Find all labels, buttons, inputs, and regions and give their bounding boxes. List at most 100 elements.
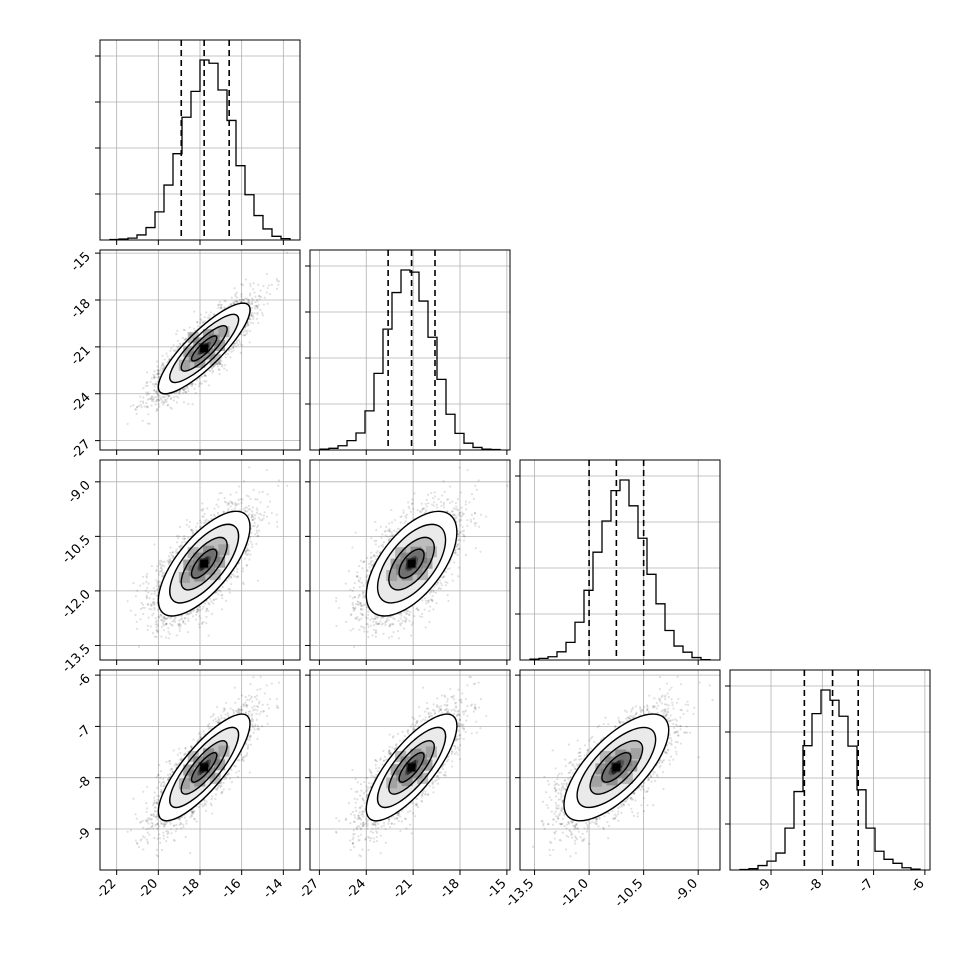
scatter-point [161,569,164,572]
scatter-point [203,374,206,378]
scatter-point [209,311,212,314]
scatter-point [253,517,257,520]
scatter-point [218,300,222,303]
scatter-point [213,507,216,510]
scatter-point [178,629,181,633]
scatter-point [171,551,174,554]
scatter-point [140,406,143,409]
scatter-point [251,510,254,513]
panel-content [126,466,289,649]
scatter-point [146,398,149,401]
scatter-point [247,298,250,301]
scatter-point [235,340,238,343]
scatter-point [156,393,159,396]
scatter-point [149,380,152,383]
scatter-point [249,330,252,333]
scatter-point [247,504,251,508]
scatter-point [167,627,170,630]
scatter-point [203,602,207,605]
scatter-panel-2-1: -27-24-21-18-15 [68,249,301,462]
scatter-point [255,305,258,308]
scatter-point [185,337,188,341]
scatter-point [218,372,221,376]
scatter-point [153,383,157,386]
grid-lines [770,670,926,870]
scatter-point [158,405,161,408]
scatter-point [213,313,216,316]
scatter-point [199,318,202,321]
scatter-point [153,396,156,399]
scatter-point [191,382,194,385]
scatter-point [151,632,155,635]
scatter-point [177,346,180,349]
scatter-point [242,298,245,301]
scatter-point [246,324,249,327]
scatter-point [205,380,208,383]
scatter-point [155,408,158,411]
scatter-point [230,347,233,351]
scatter-point [252,322,255,325]
scatter-point [219,304,222,307]
scatter-point [254,513,257,517]
scatter-point [151,395,154,398]
scatter-point [240,283,243,286]
grid-lines [318,250,508,450]
scatter-point [268,500,272,503]
scatter-point [154,403,157,406]
scatter-point [190,385,193,388]
scatter-point [248,513,251,516]
scatter-point [146,603,150,606]
scatter-point [134,613,137,617]
scatter-point [139,404,142,407]
panel-frame [519,459,721,661]
scatter-point [147,392,150,396]
scatter-point [156,391,159,394]
scatter-point [146,586,149,589]
scatter-point [178,390,181,393]
scatter-point [146,405,149,408]
scatter-point [200,319,203,322]
scatter-point [246,549,249,552]
scatter-point [162,629,165,632]
scatter-point [239,343,242,346]
scatter-point [153,635,157,638]
scatter-point [218,368,221,371]
scatter-point [251,298,254,302]
scatter-point [242,299,246,302]
scatter-point [201,321,204,324]
panels-layer: -9 -8 -7 -6-27-24-21-18-15-13.5-12.0-10.5-9… [59,39,931,911]
scatter-point [266,505,269,508]
scatter-point [153,377,156,380]
scatter-point [187,612,190,615]
scatter-point [168,358,171,361]
scatter-point [165,352,168,355]
scatter-point [169,557,172,560]
scatter-point [158,399,161,402]
scatter-point [265,272,268,275]
scatter-point [223,299,226,303]
density-peak [200,344,209,353]
scatter-point [154,391,157,394]
scatter-point [157,372,160,375]
scatter-point [185,613,188,616]
scatter-point [164,636,168,639]
scatter-panel-3-1: -13.5-12.0-10.5-9.0 [59,459,301,676]
scatter-point [205,518,208,521]
scatter-point [169,559,172,562]
scatter-point [234,503,237,506]
scatter-point [210,514,213,517]
scatter-point [270,283,273,287]
scatter-point [248,466,251,469]
scatter-point [224,363,227,367]
scatter-point [247,299,250,302]
scatter-point [153,370,156,373]
scatter-point [246,332,249,335]
scatter-point [244,330,247,333]
scatter-point [161,575,164,579]
scatter-point [153,385,156,388]
scatter-point [224,356,227,359]
scatter-point [184,337,187,340]
scatter-point [191,531,194,534]
scatter-point [231,346,234,349]
scatter-point [167,562,171,565]
